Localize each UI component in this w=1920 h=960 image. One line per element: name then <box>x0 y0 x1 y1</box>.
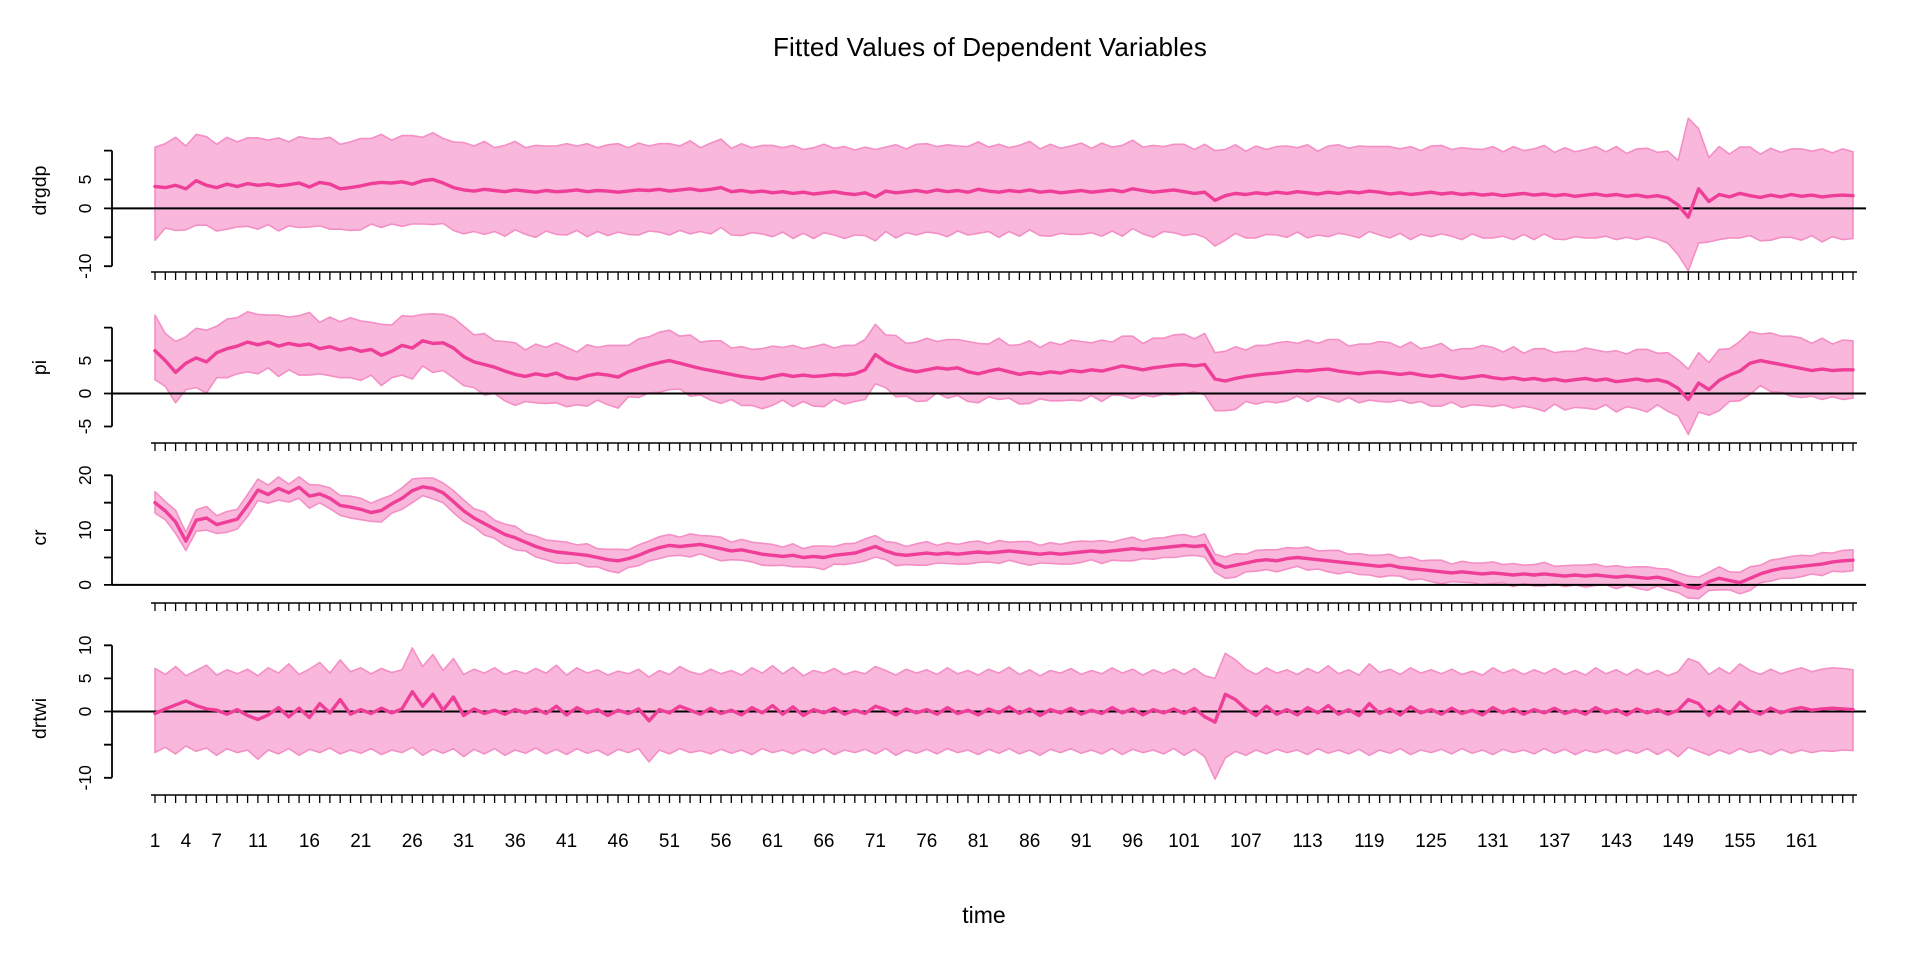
x-tick-label-86: 86 <box>1019 831 1040 852</box>
x-tick-label-61: 61 <box>762 831 783 852</box>
y-tick-label-drtwi--10: -10 <box>75 765 95 791</box>
x-axis-ticks-drtwi <box>154 795 1854 803</box>
x-tick-label-4: 4 <box>181 831 192 852</box>
x-tick-label-149: 149 <box>1662 831 1694 852</box>
x-tick-label-113: 113 <box>1292 831 1322 852</box>
y-tick-label-drtwi-5: 5 <box>75 674 95 684</box>
x-tick-label-143: 143 <box>1600 831 1632 852</box>
x-tick-label-71: 71 <box>865 831 886 852</box>
x-tick-label-46: 46 <box>608 831 629 852</box>
x-tick-label-21: 21 <box>350 831 371 852</box>
x-tick-label-76: 76 <box>916 831 937 852</box>
fitted-line-cr <box>153 485 1855 590</box>
fitted-line-drgdp <box>153 177 1855 219</box>
chart-title: Fitted Values of Dependent Variables <box>772 32 1208 62</box>
x-tick-label-51: 51 <box>659 831 680 852</box>
x-tick-label-36: 36 <box>505 831 526 852</box>
y-tick-label-pi--5: -5 <box>75 419 95 435</box>
x-tick-label-26: 26 <box>402 831 423 852</box>
confidence-band-pi <box>154 310 1854 436</box>
fitted-line-pi <box>153 339 1855 402</box>
y-axis-ticks-drgdp <box>104 149 112 268</box>
x-tick-label-101: 101 <box>1168 831 1200 852</box>
x-tick-label-131: 131 <box>1477 831 1509 852</box>
panel-drgdp: -10 0 5 drgdp <box>29 117 1866 280</box>
x-tick-label-31: 31 <box>453 831 474 852</box>
confidence-band-drtwi <box>154 647 1854 780</box>
y-tick-label-pi-5: 5 <box>75 356 95 366</box>
y-axis-ticks-drtwi <box>104 644 112 779</box>
x-tick-label-7: 7 <box>211 831 222 852</box>
y-tick-label-drgdp--10: -10 <box>75 253 95 279</box>
x-tick-label-91: 91 <box>1071 831 1092 852</box>
panel-ylabel-cr: cr <box>29 529 51 546</box>
confidence-band-cr <box>154 476 1854 600</box>
y-tick-label-cr-10: 10 <box>75 520 95 540</box>
x-tick-label-161: 161 <box>1786 831 1818 852</box>
x-tick-label-119: 119 <box>1354 831 1384 852</box>
panel-pi: -5 0 5 pi <box>29 310 1866 451</box>
panel-drtwi: -10 0 5 10 drtwi 1 4 7 11 16 21 26 31 36 41 46 51 56 61 66 7… <box>29 635 1866 852</box>
y-tick-label-cr-20: 20 <box>75 465 95 485</box>
x-tick-label-1: 1 <box>150 831 161 852</box>
x-axis-ticks-drgdp <box>154 272 1854 280</box>
fitted-line-drtwi <box>153 690 1855 724</box>
y-axis-ticks-cr <box>104 474 112 586</box>
x-tick-label-96: 96 <box>1122 831 1143 852</box>
x-tick-label-81: 81 <box>968 831 989 852</box>
panel-ylabel-drgdp: drgdp <box>29 165 51 215</box>
x-axis-title: time <box>962 902 1006 928</box>
x-axis-ticks-cr <box>154 603 1854 611</box>
x-axis-ticks-pi <box>154 443 1854 451</box>
y-tick-label-pi-0: 0 <box>75 388 95 398</box>
y-tick-label-drtwi-0: 0 <box>75 706 95 716</box>
confidence-band-drgdp <box>154 117 1854 272</box>
x-tick-label-107: 107 <box>1230 831 1262 852</box>
x-tick-label-56: 56 <box>710 831 731 852</box>
x-tick-label-137: 137 <box>1539 831 1571 852</box>
x-tick-label-16: 16 <box>299 831 320 852</box>
panel-ylabel-drtwi: drtwi <box>29 698 51 739</box>
x-tick-label-155: 155 <box>1724 831 1756 852</box>
y-tick-label-cr-0: 0 <box>75 580 95 590</box>
panel-cr: 0 10 20 cr <box>29 465 1866 611</box>
x-tick-label-11: 11 <box>248 831 268 852</box>
y-axis-ticks-pi <box>104 326 112 428</box>
y-tick-label-drtwi-10: 10 <box>75 635 95 655</box>
y-tick-label-drgdp-0: 0 <box>75 203 95 213</box>
x-tick-label-125: 125 <box>1415 831 1447 852</box>
x-tick-label-41: 41 <box>556 831 577 852</box>
x-tick-label-66: 66 <box>813 831 834 852</box>
y-tick-label-drgdp-5: 5 <box>75 175 95 185</box>
panel-ylabel-pi: pi <box>29 360 51 375</box>
